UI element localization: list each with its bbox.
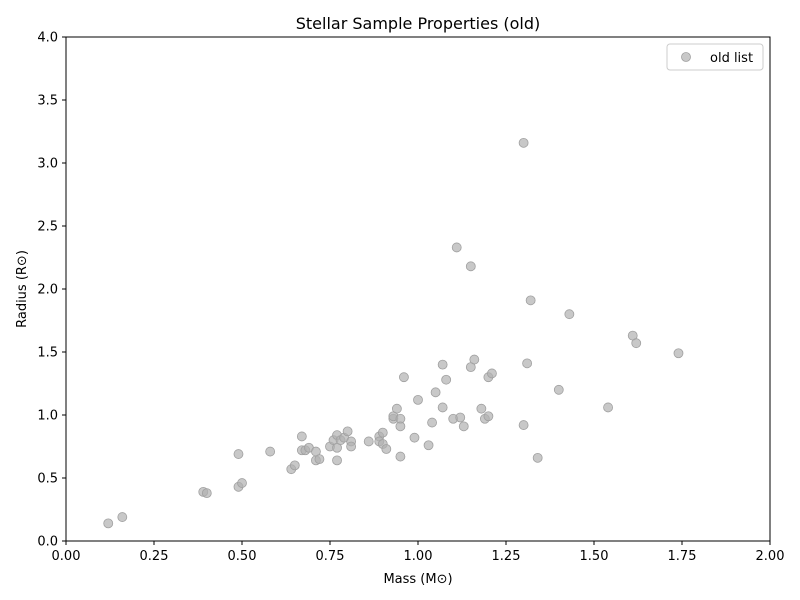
legend-marker [681, 52, 691, 62]
data-point [377, 427, 388, 438]
data-point [437, 359, 448, 370]
data-point [631, 338, 642, 349]
data-point [363, 436, 374, 447]
data-point [476, 403, 487, 414]
data-point [237, 478, 247, 488]
y-axis-ticks: 0.0 0.5 1.0 1.5 2.0 2.5 3.0 3.5 4.0 [37, 31, 66, 550]
data-point [525, 295, 536, 306]
data-point [564, 309, 575, 320]
data-point [423, 440, 434, 451]
x-tick-label: 0.00 [52, 549, 81, 564]
y-tick-label: 4.0 [37, 31, 58, 46]
data-point [487, 368, 497, 379]
x-axis-ticks: 0.00 0.25 0.50 0.75 1.00 1.25 1.50 1.75 2.00 [52, 541, 785, 564]
y-tick-label: 3.0 [37, 157, 58, 172]
data-point [314, 454, 325, 465]
x-tick-label: 0.50 [228, 549, 257, 564]
data-point [117, 512, 128, 522]
data-point [332, 455, 342, 466]
data-point [441, 374, 452, 385]
x-tick-label: 2.00 [756, 549, 785, 564]
plot-frame [65, 36, 771, 542]
legend-label: old list [710, 51, 753, 66]
data-point [451, 242, 462, 253]
data-point [603, 402, 613, 413]
data-point [430, 387, 441, 398]
data-point [391, 403, 402, 414]
data-point [346, 441, 357, 452]
data-point [342, 426, 353, 437]
data-point [265, 446, 276, 457]
data-point [395, 451, 406, 462]
data-point [409, 432, 420, 443]
data-point [399, 372, 409, 383]
x-tick-label: 1.25 [492, 549, 521, 564]
data-point [673, 348, 684, 359]
x-tick-label: 1.00 [404, 549, 433, 564]
data-point [522, 358, 533, 369]
y-tick-label: 2.0 [37, 283, 58, 298]
data-point [381, 444, 392, 454]
data-point [469, 354, 480, 365]
x-tick-label: 1.50 [580, 549, 609, 564]
chart-title: Stellar Sample Properties (old) [296, 14, 541, 33]
y-tick-label: 1.0 [37, 409, 58, 424]
x-axis-label: Mass (M⊙) [383, 572, 452, 587]
data-point [465, 261, 476, 272]
y-axis-label: Radius (R⊙) [15, 250, 30, 328]
y-tick-label: 1.5 [37, 346, 58, 361]
data-point [518, 420, 529, 430]
data-point [427, 417, 437, 428]
y-tick-label: 0.0 [37, 535, 58, 550]
data-point [289, 460, 300, 471]
x-tick-label: 1.75 [668, 549, 697, 564]
data-point [413, 394, 423, 405]
y-tick-label: 2.5 [37, 220, 58, 235]
data-point [532, 452, 543, 463]
data-point [103, 518, 114, 529]
data-point [296, 431, 307, 442]
x-tick-label: 0.25 [140, 549, 169, 564]
legend-box [666, 43, 764, 71]
data-point [395, 421, 406, 432]
y-tick-label: 0.5 [37, 472, 58, 487]
data-point [455, 412, 466, 423]
y-tick-label: 3.5 [37, 94, 58, 109]
data-point [518, 137, 529, 148]
data-point [233, 449, 244, 459]
data-point [201, 488, 212, 499]
data-points [103, 137, 684, 529]
data-point [483, 411, 494, 422]
x-tick-label: 0.75 [316, 549, 345, 564]
legend: old list [666, 43, 764, 71]
data-point [437, 402, 448, 413]
data-point [458, 421, 469, 432]
data-point [553, 384, 564, 395]
